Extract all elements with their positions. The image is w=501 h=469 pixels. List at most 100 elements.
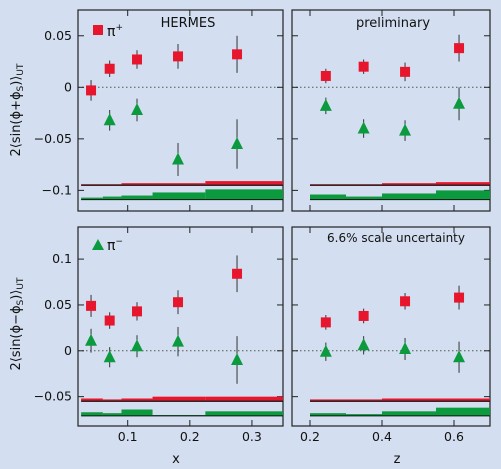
pi-minus-point bbox=[357, 121, 370, 134]
pi-plus-point bbox=[232, 49, 243, 60]
y-axis-title-bottom: 2⟨sin(ϕ−ϕS)⟩UT bbox=[9, 277, 26, 371]
pi-plus-point bbox=[132, 54, 143, 65]
pi-minus-point bbox=[399, 123, 412, 136]
pi-plus-point bbox=[400, 66, 411, 77]
systematic-band-green bbox=[310, 413, 346, 416]
systematic-band-green bbox=[436, 407, 490, 416]
x-tick-label: 0.2 bbox=[180, 429, 200, 444]
pi-minus-point bbox=[131, 339, 144, 352]
pi-minus-point bbox=[103, 350, 116, 363]
legend-pi-minus-label: π− bbox=[107, 237, 123, 254]
systematic-band-red bbox=[205, 396, 283, 402]
x-tick-label: 0.6 bbox=[444, 429, 464, 444]
pi-minus-point bbox=[103, 113, 116, 126]
systematic-band-red bbox=[81, 398, 103, 402]
y-tick-label: 0.1 bbox=[52, 251, 72, 266]
y-tick-label: 0 bbox=[64, 343, 72, 358]
panel-bottom-left: −0.05 0 0.05 0.1 0.1 0.2 0.3 bbox=[34, 226, 284, 444]
x-tick-label: 0.4 bbox=[372, 429, 392, 444]
pi-plus-point bbox=[104, 63, 115, 74]
y-axis-title-top: 2⟨sin(ϕ+ϕS)⟩UT bbox=[9, 63, 26, 157]
legend-pi-plus-label: π+ bbox=[107, 23, 123, 40]
plot-frame bbox=[77, 9, 284, 212]
systematic-band-red bbox=[436, 182, 490, 186]
pi-minus-point bbox=[85, 333, 98, 346]
systematic-band-green bbox=[310, 194, 346, 200]
pi-plus-point bbox=[358, 310, 369, 321]
pi-minus-point bbox=[319, 98, 332, 111]
systematic-band-green bbox=[102, 413, 122, 416]
pi-minus-point bbox=[399, 341, 412, 354]
systematic-band-green bbox=[346, 196, 382, 200]
pi-plus-point bbox=[173, 297, 184, 308]
systematic-band-red bbox=[436, 398, 490, 402]
systematic-band-green bbox=[382, 411, 436, 416]
systematic-band-red bbox=[152, 183, 206, 186]
legend-pi-minus-marker bbox=[92, 239, 104, 250]
systematic-band-green bbox=[436, 190, 490, 200]
x-axis-title-right: z bbox=[394, 452, 401, 467]
systematic-band-red bbox=[152, 396, 206, 402]
systematic-band-red bbox=[310, 399, 346, 402]
systematic-band-red bbox=[346, 399, 382, 402]
x-tick-label: 0.2 bbox=[300, 429, 320, 444]
systematic-band-green bbox=[152, 192, 206, 200]
systematic-band-green bbox=[81, 412, 103, 416]
pi-plus-point bbox=[358, 61, 369, 72]
y-tick-label: 0.05 bbox=[44, 28, 72, 43]
y-tick-label: −0.05 bbox=[34, 389, 72, 404]
y-tick-label: −0.1 bbox=[42, 182, 72, 197]
panel-top-right bbox=[291, 9, 491, 212]
systematic-band-green bbox=[81, 197, 103, 200]
systematic-band-green bbox=[205, 189, 283, 200]
pi-plus-point bbox=[173, 51, 184, 62]
systematic-band-green bbox=[382, 193, 436, 200]
systematic-band-red bbox=[205, 181, 283, 186]
systematic-band-green bbox=[121, 195, 153, 200]
plot-frame bbox=[291, 226, 491, 427]
hermes-label: HERMES bbox=[161, 16, 216, 31]
x-tick-label: 0.1 bbox=[118, 429, 138, 444]
systematic-band-green bbox=[205, 411, 283, 416]
pi-plus-point bbox=[320, 70, 331, 81]
pi-plus-point bbox=[232, 268, 243, 279]
pi-plus-point bbox=[132, 306, 143, 317]
pi-minus-point bbox=[131, 102, 144, 115]
pi-plus-point bbox=[104, 315, 115, 326]
systematic-band-red bbox=[102, 399, 122, 402]
legend-pi-plus: π+ bbox=[93, 23, 123, 40]
systematic-band-green bbox=[121, 409, 153, 416]
legend-pi-minus: π− bbox=[92, 237, 123, 254]
plot-frame bbox=[291, 9, 491, 212]
pi-plus-point bbox=[454, 292, 465, 303]
y-tick-label: 0.05 bbox=[44, 297, 72, 312]
systematic-band-green bbox=[346, 414, 382, 416]
pi-plus-point bbox=[400, 296, 411, 307]
pi-minus-point bbox=[357, 338, 370, 351]
pi-plus-point bbox=[320, 317, 331, 328]
pi-minus-point bbox=[319, 344, 332, 357]
pi-minus-point bbox=[453, 350, 466, 363]
systematic-band-red bbox=[121, 183, 153, 186]
systematic-band-green bbox=[102, 196, 122, 200]
panel-bottom-right: 0.2 0.4 0.6 bbox=[291, 226, 491, 444]
pi-plus-point bbox=[454, 43, 465, 54]
pi-minus-point bbox=[172, 152, 185, 165]
pi-plus-point bbox=[86, 85, 97, 96]
systematic-band-red bbox=[382, 398, 436, 402]
y-tick-label: −0.05 bbox=[34, 131, 72, 146]
legend-pi-plus-marker bbox=[93, 25, 103, 35]
preliminary-label: preliminary bbox=[356, 16, 430, 31]
systematic-band-red bbox=[121, 398, 153, 402]
x-axis-title-left: x bbox=[172, 452, 180, 467]
plot-frame bbox=[77, 226, 284, 427]
pi-minus-point bbox=[231, 352, 244, 365]
pi-plus-point bbox=[86, 300, 97, 311]
pi-minus-point bbox=[172, 334, 185, 347]
panel-top-left: −0.1 −0.05 0 0.05 bbox=[34, 9, 284, 212]
pi-minus-point bbox=[453, 96, 466, 109]
y-tick-label: 0 bbox=[64, 79, 72, 94]
x-tick-label: 0.3 bbox=[242, 429, 262, 444]
scale-uncertainty-label: 6.6% scale uncertainty bbox=[327, 231, 465, 245]
